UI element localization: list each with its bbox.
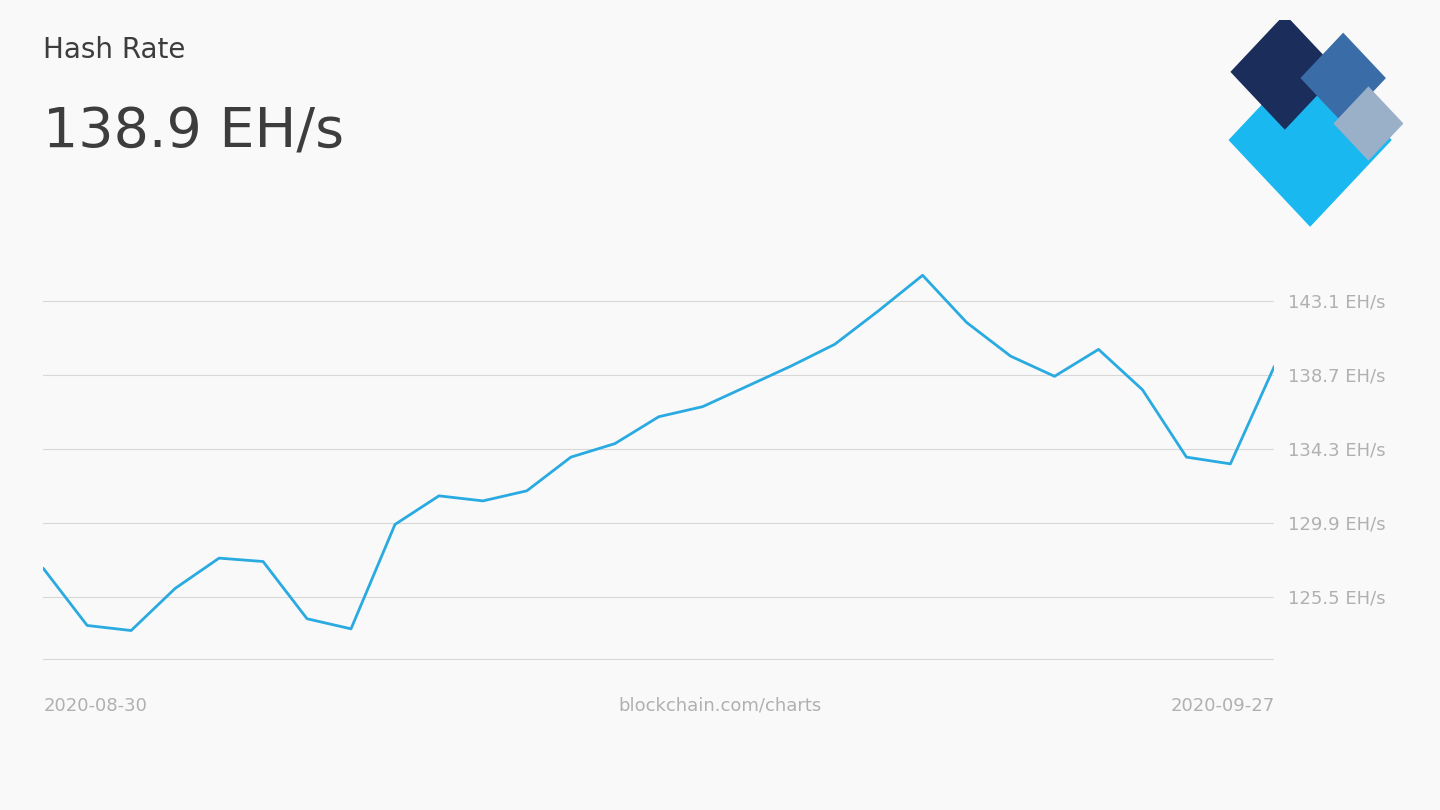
Text: 2020-09-27: 2020-09-27: [1171, 697, 1274, 714]
Polygon shape: [1230, 14, 1339, 130]
Text: 2020-08-30: 2020-08-30: [43, 697, 147, 714]
Text: 138.9 EH/s: 138.9 EH/s: [43, 105, 344, 160]
Polygon shape: [1333, 87, 1404, 160]
Polygon shape: [1228, 53, 1391, 227]
Text: Hash Rate: Hash Rate: [43, 36, 186, 65]
Polygon shape: [1300, 32, 1385, 124]
Text: blockchain.com/charts: blockchain.com/charts: [618, 697, 822, 714]
